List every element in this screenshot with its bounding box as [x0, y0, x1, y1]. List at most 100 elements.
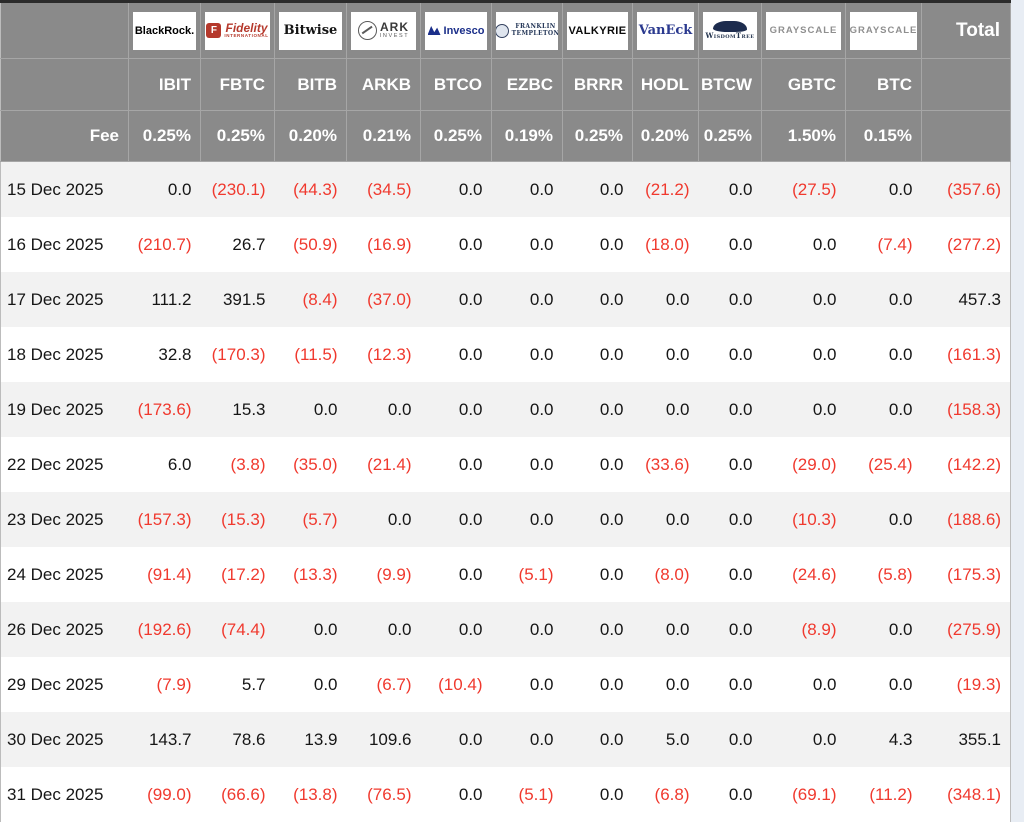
flow-value-cell: 0.0: [421, 217, 492, 272]
flow-value-cell: (8.4): [275, 272, 347, 327]
wisdomtree-wordmark: WisdomTree: [705, 21, 754, 39]
flow-value-cell: (69.1): [762, 767, 846, 822]
flow-value-cell: 109.6: [347, 712, 421, 767]
invesco-logo-cell: Invesco: [421, 2, 492, 59]
flow-value-cell: 0.0: [347, 492, 421, 547]
grayscale-logo-text: GRAYSCALE: [770, 25, 838, 36]
grayscale-logo-cell: GRAYSCALE: [762, 2, 846, 59]
total-value-cell: (19.3): [922, 657, 1011, 712]
flow-value-cell: 0.0: [563, 162, 633, 218]
flow-value-cell: (29.0): [762, 437, 846, 492]
flow-value-cell: (170.3): [201, 327, 275, 382]
flow-value-cell: 0.0: [633, 327, 699, 382]
fee-btco: 0.25%: [421, 111, 492, 162]
flow-value-cell: 0.0: [563, 767, 633, 822]
flow-value-cell: 0.0: [699, 437, 762, 492]
ticker-btcw: BTCW: [699, 59, 762, 111]
flow-value-cell: 0.0: [762, 382, 846, 437]
flow-value-cell: 0.0: [699, 547, 762, 602]
fee-bitb: 0.20%: [275, 111, 347, 162]
flow-value-cell: (157.3): [129, 492, 201, 547]
flow-value-cell: (6.8): [633, 767, 699, 822]
flow-value-cell: 0.0: [492, 382, 563, 437]
total-value-cell: (161.3): [922, 327, 1011, 382]
flow-value-cell: 391.5: [201, 272, 275, 327]
total-value-cell: (348.1): [922, 767, 1011, 822]
bitwise-logo-cell: Bitwise: [275, 2, 347, 59]
flow-value-cell: 0.0: [421, 272, 492, 327]
date-cell: 17 Dec 2025: [1, 272, 129, 327]
flow-value-cell: 0.0: [492, 327, 563, 382]
flow-value-cell: 0.0: [563, 602, 633, 657]
fee-ezbc: 0.19%: [492, 111, 563, 162]
total-value-cell: (175.3): [922, 547, 1011, 602]
flow-value-cell: 5.0: [633, 712, 699, 767]
flow-value-cell: 0.0: [563, 272, 633, 327]
flow-value-cell: 0.0: [347, 602, 421, 657]
date-cell: 29 Dec 2025: [1, 657, 129, 712]
invesco-mark-icon: [428, 26, 441, 35]
flow-value-cell: 32.8: [129, 327, 201, 382]
date-cell: 22 Dec 2025: [1, 437, 129, 492]
flow-value-cell: 0.0: [846, 602, 922, 657]
wisdomtree-logo-text: WisdomTree: [705, 32, 754, 39]
flow-value-cell: 0.0: [275, 602, 347, 657]
total-value-cell: 457.3: [922, 272, 1011, 327]
fee-btc: 0.15%: [846, 111, 922, 162]
total-value-cell: (277.2): [922, 217, 1011, 272]
flow-value-cell: 0.0: [563, 712, 633, 767]
flow-value-cell: 0.0: [347, 382, 421, 437]
flow-value-cell: 0.0: [846, 327, 922, 382]
flow-value-cell: 0.0: [563, 217, 633, 272]
flow-value-cell: 0.0: [846, 382, 922, 437]
date-cell: 19 Dec 2025: [1, 382, 129, 437]
flow-value-cell: 0.0: [633, 382, 699, 437]
flow-value-cell: 0.0: [762, 327, 846, 382]
flow-value-cell: (34.5): [347, 162, 421, 218]
ticker-total-spacer: [922, 59, 1011, 111]
grayscale-logo-text: GRAYSCALE: [850, 25, 917, 36]
flow-value-cell: (99.0): [129, 767, 201, 822]
flow-value-cell: 0.0: [492, 437, 563, 492]
flow-value-cell: 0.0: [762, 272, 846, 327]
flow-value-cell: 0.0: [563, 547, 633, 602]
total-value-cell: (158.3): [922, 382, 1011, 437]
flow-value-cell: (16.9): [347, 217, 421, 272]
date-cell: 26 Dec 2025: [1, 602, 129, 657]
flow-value-cell: (230.1): [201, 162, 275, 218]
fee-fbtc: 0.25%: [201, 111, 275, 162]
flow-value-cell: 0.0: [563, 657, 633, 712]
flow-value-cell: 0.0: [699, 217, 762, 272]
bitwise-logo: Bitwise: [279, 12, 342, 50]
flow-value-cell: (11.5): [275, 327, 347, 382]
flow-value-cell: (50.9): [275, 217, 347, 272]
total-value-cell: 355.1: [922, 712, 1011, 767]
flow-value-cell: 0.0: [762, 657, 846, 712]
flow-value-cell: (37.0): [347, 272, 421, 327]
ark-logo-subtext: INVEST: [380, 34, 409, 40]
ticker-btc: BTC: [846, 59, 922, 111]
flow-value-cell: 0.0: [846, 657, 922, 712]
ticker-gbtc: GBTC: [762, 59, 846, 111]
ticker-row-spacer: [1, 59, 129, 111]
grayscale-logo: GRAYSCALE: [850, 12, 917, 50]
flow-value-cell: 0.0: [633, 272, 699, 327]
flow-value-cell: (25.4): [846, 437, 922, 492]
date-cell: 23 Dec 2025: [1, 492, 129, 547]
valkyrie-logo: VALKYRIE: [567, 12, 628, 50]
flow-value-cell: 0.0: [492, 602, 563, 657]
flow-value-cell: (21.2): [633, 162, 699, 218]
total-value-cell: (357.6): [922, 162, 1011, 218]
